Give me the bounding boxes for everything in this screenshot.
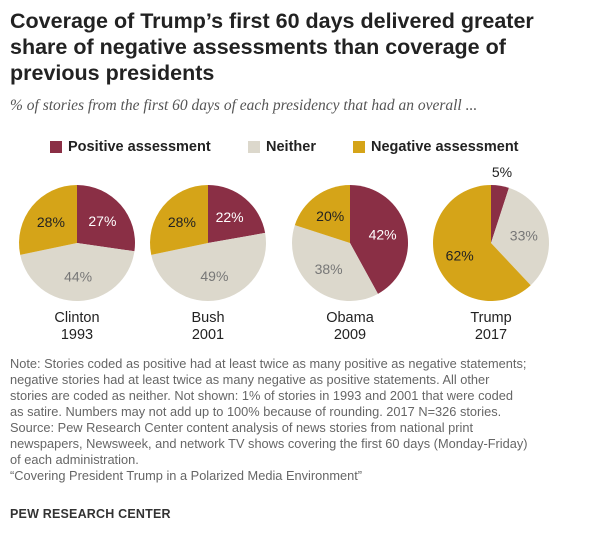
pie-slice-neither [491, 187, 549, 286]
pie-caption-name: Trump [470, 310, 511, 326]
pie-slice-positive [350, 185, 409, 294]
pie-label-positive: 5% [492, 164, 512, 180]
pie-slice-negative [19, 185, 78, 255]
legend-item-neither: Neither [248, 139, 316, 155]
pie-slice-positive [77, 185, 135, 252]
note-line: as satire. Numbers may not add up to 100… [10, 404, 502, 419]
pie-label-negative: 62% [446, 247, 474, 263]
pie-label-neither: 49% [200, 268, 228, 284]
title-line: previous presidents [10, 61, 215, 85]
legend-label: Negative assessment [371, 139, 519, 155]
title-line: share of negative assessments than cover… [10, 35, 506, 59]
pie-label-positive: 27% [88, 213, 116, 229]
pie-label-positive: 22% [216, 209, 244, 225]
pie-label-negative: 28% [37, 214, 65, 230]
pie-label-neither: 44% [64, 269, 92, 285]
note-line: Note: Stories coded as positive had at l… [10, 356, 527, 371]
pie-caption-name: Bush [191, 310, 224, 326]
chart-subtitle: % of stories from the first 60 days of e… [10, 97, 478, 114]
pie-slice-positive [491, 185, 509, 243]
chart-title: Coverage of Trump’s first 60 days delive… [10, 8, 606, 86]
pie-caption-year: 1993 [61, 327, 93, 343]
pie-slice-negative [150, 185, 208, 255]
pie-caption-name: Obama [326, 310, 374, 326]
note-line: “Covering President Trump in a Polarized… [10, 468, 363, 483]
pie-slice-positive [208, 185, 266, 243]
legend-swatch-negative [353, 141, 365, 153]
pie-caption-year: 2009 [334, 327, 366, 343]
title-line: Coverage of Trump’s first 60 days delive… [10, 9, 534, 33]
note-line: Source: Pew Research Center content anal… [10, 420, 474, 435]
pie-label-neither: 33% [510, 228, 538, 244]
legend-item-negative: Negative assessment [353, 139, 519, 155]
pie-caption-year: 2017 [475, 327, 507, 343]
pie-caption-year: 2001 [192, 327, 224, 343]
legend-label: Neither [266, 139, 316, 155]
pie-label-neither: 38% [315, 261, 343, 277]
pie-slice-neither [292, 225, 378, 302]
pie-slice-negative [294, 185, 350, 243]
pew-research-center-logo: PEW RESEARCH CENTER [10, 507, 171, 521]
note-line: negative stories had at least twice as m… [10, 372, 490, 387]
note-line: stories are coded as neither. Not shown:… [10, 388, 513, 403]
legend-swatch-positive [50, 141, 62, 153]
note-line: newspapers, Newsweek, and network TV sho… [10, 436, 528, 451]
legend-label: Positive assessment [68, 139, 211, 155]
pie-label-negative: 28% [168, 214, 196, 230]
pie-label-negative: 20% [316, 208, 344, 224]
legend-swatch-neither [248, 141, 260, 153]
pie-slice-negative [432, 184, 531, 301]
pie-caption-name: Clinton [54, 310, 99, 326]
pie-label-positive: 42% [369, 227, 397, 243]
chart-note: Note: Stories coded as positive had at l… [10, 356, 610, 484]
pie-slice-neither [20, 243, 135, 301]
pie-slice-neither [151, 232, 267, 302]
note-line: of each administration. [10, 452, 139, 467]
legend-item-positive: Positive assessment [50, 139, 211, 155]
